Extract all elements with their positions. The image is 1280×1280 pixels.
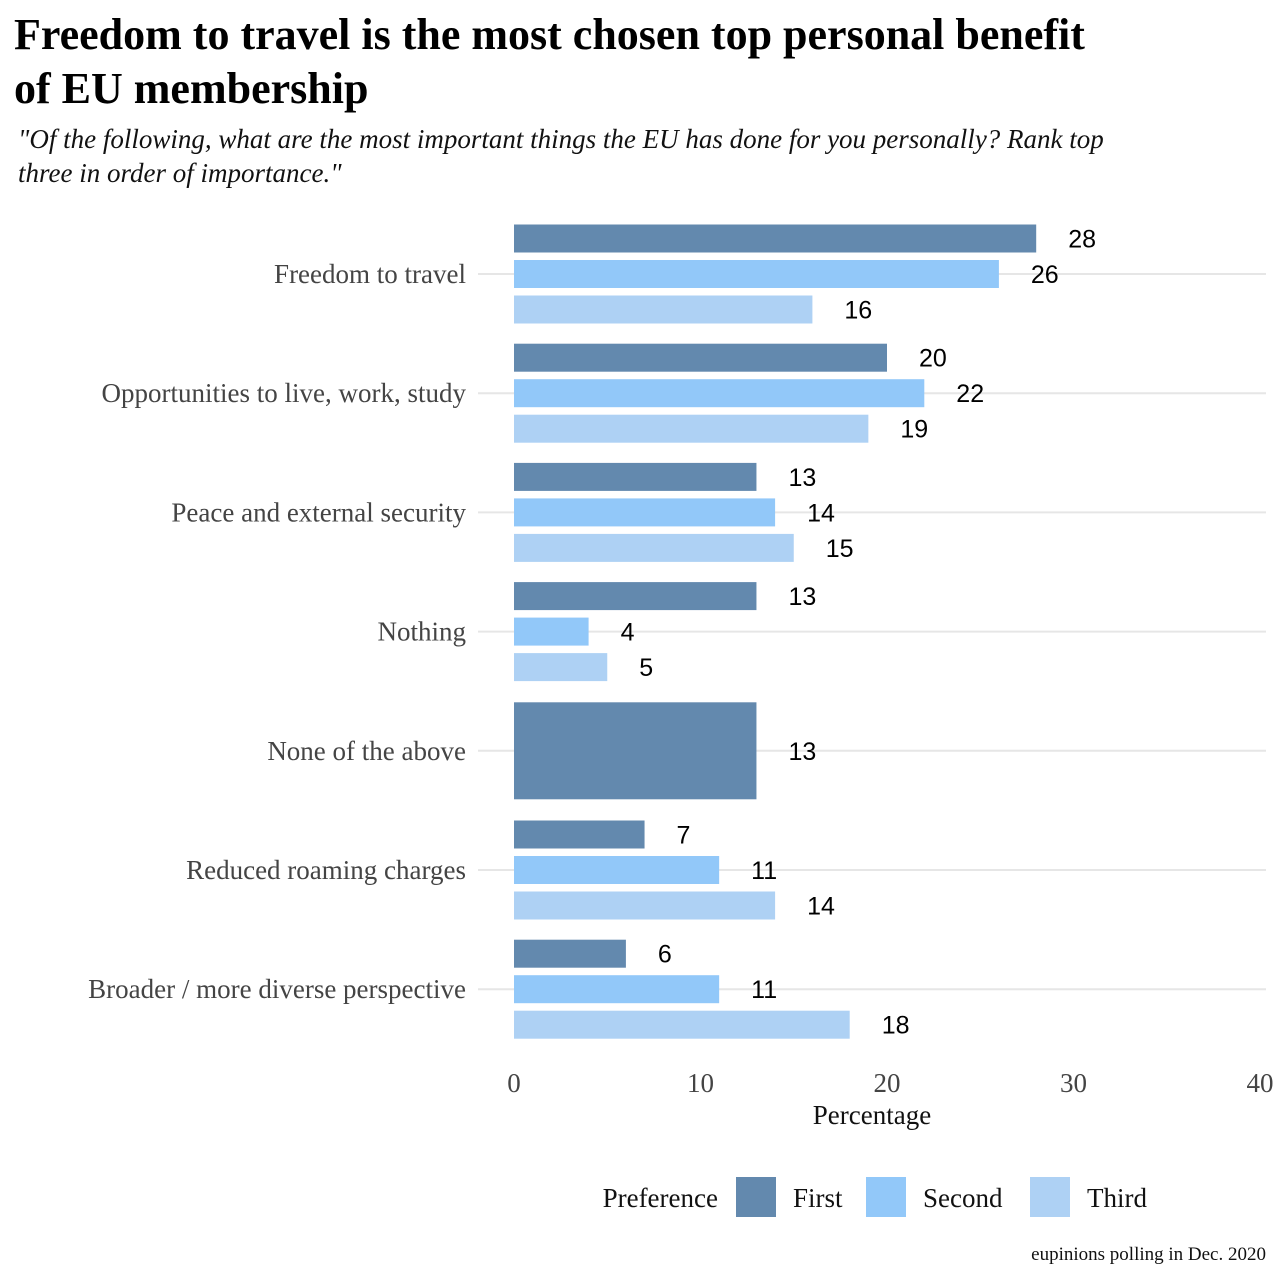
legend-swatch-second [866, 1177, 906, 1217]
category-label: Opportunities to live, work, study [102, 378, 467, 408]
chart-subtitle: "Of the following, what are the most imp… [18, 124, 1104, 188]
bar-first [514, 224, 1037, 253]
legend-swatch-first [736, 1177, 776, 1217]
x-axis-title: Percentage [813, 1100, 931, 1130]
value-label: 16 [844, 297, 872, 325]
x-tick-label: 30 [1060, 1068, 1087, 1098]
category-label: Freedom to travel [274, 259, 466, 289]
x-tick-label: 0 [507, 1068, 521, 1098]
category-label: None of the above [267, 736, 466, 766]
value-label: 6 [658, 941, 672, 969]
bar-first [514, 462, 757, 491]
value-label: 22 [956, 380, 984, 408]
category-label: Reduced roaming charges [186, 855, 466, 885]
bar-second [514, 617, 589, 646]
bar-first [514, 820, 645, 849]
value-label: 18 [882, 1012, 910, 1040]
value-label: 20 [919, 345, 947, 373]
bar-second [514, 379, 925, 408]
legend: Preference First Second Third [603, 1177, 1147, 1217]
bar-third [514, 653, 608, 682]
x-tick-label: 20 [874, 1068, 901, 1098]
bar-third [514, 891, 776, 920]
value-label: 13 [788, 583, 816, 611]
x-tick-label: 40 [1247, 1068, 1274, 1098]
category-labels: Freedom to travel Opportunities to live, … [88, 259, 466, 1004]
bar-first [514, 702, 757, 800]
bar-third [514, 1010, 850, 1039]
value-label: 28 [1068, 226, 1096, 254]
bar-third [514, 533, 794, 562]
legend-label-second: Second [923, 1183, 1003, 1213]
bar-second [514, 856, 720, 884]
bar-first [514, 939, 626, 968]
bar-second [514, 975, 720, 1004]
bar-third [514, 414, 869, 443]
bars [514, 224, 1037, 1039]
value-label: 5 [639, 654, 653, 682]
value-label: 13 [788, 464, 816, 492]
bar-first [514, 582, 757, 611]
value-label: 11 [751, 976, 777, 1004]
chart-caption: eupinions polling in Dec. 2020 [1031, 1244, 1266, 1265]
x-axis-ticks: 0 10 20 30 40 [507, 1068, 1273, 1098]
value-label: 11 [751, 857, 777, 885]
value-labels: 28 26 16 20 22 19 13 14 15 13 45 13 7 11 14 6 11 18 [621, 226, 1096, 1040]
bar-third [514, 295, 813, 324]
legend-label-first: First [793, 1183, 843, 1213]
category-label: Nothing [377, 617, 466, 647]
bar-second [514, 498, 776, 527]
legend-title: Preference [603, 1183, 718, 1213]
chart-title: Freedom to travel is the most chosen top… [14, 10, 1085, 113]
legend-swatch-third [1030, 1177, 1070, 1217]
value-label: 7 [677, 822, 691, 850]
category-label: Broader / more diverse perspective [88, 974, 466, 1004]
bar-second [514, 260, 999, 288]
value-label: 4 [621, 619, 635, 647]
value-label: 13 [788, 738, 816, 766]
x-tick-label: 10 [687, 1068, 714, 1098]
category-label: Peace and external security [171, 497, 466, 527]
value-label: 26 [1031, 261, 1059, 289]
bar-first [514, 343, 887, 372]
value-label: 14 [807, 893, 835, 921]
value-label: 14 [807, 499, 835, 527]
value-label: 15 [826, 535, 854, 563]
value-label: 19 [900, 416, 928, 444]
legend-label-third: Third [1087, 1183, 1147, 1213]
